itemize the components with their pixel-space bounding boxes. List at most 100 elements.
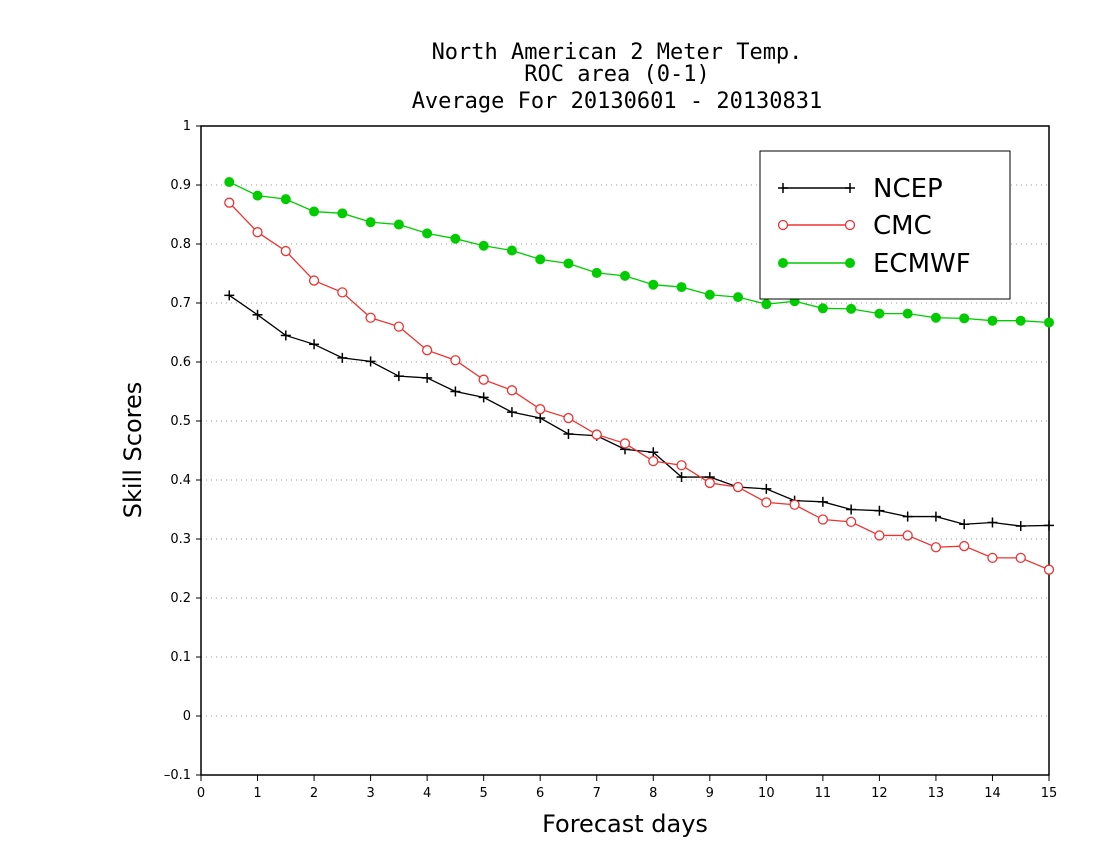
legend-marker-ncep bbox=[778, 183, 788, 193]
data-point-ecmwf bbox=[1044, 317, 1054, 328]
x-tick-label: 15 bbox=[1041, 786, 1058, 801]
data-point-cmc bbox=[280, 245, 291, 257]
x-tick-label: 0 bbox=[197, 786, 205, 801]
data-point-ecmwf bbox=[846, 303, 857, 314]
data-point-cmc bbox=[478, 374, 489, 385]
y-tick-label: 0.8 bbox=[170, 237, 191, 252]
data-point-cmc bbox=[308, 275, 320, 286]
x-tick-label: 10 bbox=[758, 786, 775, 801]
legend-entry-cmc: CMC bbox=[777, 211, 932, 241]
data-point-ecmwf bbox=[280, 194, 291, 205]
data-point-ecmwf bbox=[733, 292, 744, 303]
data-point-ecmwf bbox=[676, 282, 687, 293]
data-point-cmc bbox=[874, 530, 885, 541]
data-point-cmc bbox=[987, 552, 998, 564]
x-tick-label: 11 bbox=[815, 786, 832, 801]
data-point-ecmwf bbox=[224, 177, 235, 188]
data-point-ncep bbox=[393, 371, 404, 382]
data-point-cmc bbox=[506, 385, 518, 396]
series-line-ncep bbox=[228, 294, 1050, 527]
data-point-ncep bbox=[337, 352, 348, 363]
legend-marker-ncep bbox=[845, 183, 855, 193]
data-point-ecmwf bbox=[704, 289, 715, 300]
data-point-ecmwf bbox=[591, 267, 602, 278]
axes: –0.100.10.20.30.40.50.60.70.80.910 1 2 3 4 5 6… bbox=[164, 119, 1057, 801]
data-point-ncep bbox=[959, 519, 970, 530]
data-point-ecmwf bbox=[309, 206, 320, 217]
data-point-cmc bbox=[1043, 564, 1055, 575]
legend-entry-ecmwf: ECMWF bbox=[778, 249, 971, 279]
data-point-ncep bbox=[252, 309, 263, 320]
data-point-cmc bbox=[421, 345, 433, 356]
data-point-cmc bbox=[704, 477, 715, 489]
y-tick-label: –0.1 bbox=[164, 768, 191, 783]
data-point-ncep bbox=[535, 413, 546, 424]
data-point-cmc bbox=[365, 312, 376, 323]
data-point-ecmwf bbox=[620, 270, 630, 281]
data-point-ncep bbox=[450, 386, 461, 397]
data-point-ncep bbox=[309, 339, 320, 350]
title-line-1: North American 2 Meter Temp. bbox=[432, 40, 803, 65]
data-point-ecmwf bbox=[506, 245, 517, 256]
data-point-cmc bbox=[902, 530, 913, 541]
data-point-cmc bbox=[761, 497, 772, 508]
x-tick-label: 1 bbox=[253, 786, 261, 801]
legend-label-ecmwf: ECMWF bbox=[873, 249, 971, 279]
x-tick-label: 4 bbox=[423, 786, 431, 801]
plot-frame bbox=[200, 125, 1050, 776]
data-point-cmc bbox=[591, 429, 602, 440]
y-axis-title: Skill Scores bbox=[119, 382, 147, 519]
data-point-ncep bbox=[422, 372, 433, 383]
x-axis-title: Forecast days bbox=[542, 810, 708, 838]
data-point-cmc bbox=[732, 481, 744, 493]
data-point-ecmwf bbox=[365, 217, 376, 228]
legend-marker-ecmwf bbox=[845, 258, 855, 268]
y-tick-label: 1 bbox=[183, 119, 191, 134]
data-point-cmc bbox=[1015, 552, 1026, 564]
data-point-ecmwf bbox=[563, 258, 574, 269]
data-point-ncep bbox=[902, 511, 913, 522]
data-point-cmc bbox=[252, 227, 263, 238]
series-ncep bbox=[224, 290, 1054, 532]
data-point-ncep bbox=[506, 407, 517, 418]
title-line-2: ROC area (0-1) bbox=[524, 62, 709, 87]
x-tick-label: 7 bbox=[593, 786, 601, 801]
legend-entry-ncep: NCEP bbox=[778, 174, 943, 204]
legend-label-cmc: CMC bbox=[873, 211, 932, 241]
data-point-ecmwf bbox=[337, 208, 348, 219]
data-point-ecmwf bbox=[393, 219, 404, 230]
x-tick-label: 12 bbox=[871, 786, 888, 801]
y-tick-label: 0.1 bbox=[170, 650, 191, 665]
x-tick-label: 6 bbox=[536, 786, 544, 801]
x-tick-label: 5 bbox=[480, 786, 488, 801]
y-tick-label: 0.9 bbox=[170, 178, 191, 193]
data-point-ecmwf bbox=[902, 308, 913, 319]
data-point-cmc bbox=[619, 438, 631, 449]
data-point-cmc bbox=[817, 514, 829, 525]
data-point-ncep bbox=[478, 392, 489, 403]
data-point-ncep bbox=[817, 496, 828, 507]
y-tick-label: 0.2 bbox=[170, 591, 191, 606]
data-point-cmc bbox=[676, 460, 687, 471]
data-point-cmc bbox=[393, 321, 405, 332]
data-point-cmc bbox=[450, 355, 461, 366]
y-tick-label: 0.6 bbox=[170, 355, 191, 370]
legend: NCEP CMC ECMWF bbox=[759, 150, 1011, 300]
legend-marker-ecmwf bbox=[778, 258, 788, 268]
x-tick-label: 13 bbox=[928, 786, 945, 801]
data-point-ncep bbox=[676, 472, 687, 483]
title-line-3: Average For 20130601 - 20130831 bbox=[412, 89, 823, 114]
y-tick-label: 0.3 bbox=[170, 532, 191, 547]
data-point-ecmwf bbox=[959, 313, 970, 324]
data-point-ecmwf bbox=[478, 240, 489, 251]
legend-label-ncep: NCEP bbox=[873, 174, 943, 204]
data-point-ecmwf bbox=[422, 228, 433, 239]
data-point-ecmwf bbox=[817, 303, 828, 314]
data-point-cmc bbox=[337, 287, 348, 298]
data-point-ncep bbox=[365, 356, 376, 367]
series-ecmwf bbox=[224, 177, 1054, 328]
x-tick-label: 9 bbox=[706, 786, 714, 801]
x-tick-label: 14 bbox=[984, 786, 1001, 801]
data-point-ecmwf bbox=[252, 190, 263, 201]
